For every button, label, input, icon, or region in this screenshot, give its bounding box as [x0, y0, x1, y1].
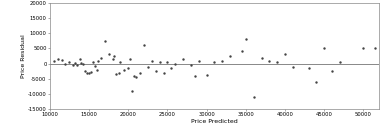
Point	[145, 66, 151, 68]
Point	[87, 71, 93, 73]
Point	[372, 47, 378, 50]
Point	[290, 66, 296, 68]
Point	[94, 69, 100, 71]
Point	[129, 90, 135, 92]
Point	[84, 72, 90, 74]
Point	[192, 75, 198, 77]
Point	[259, 56, 265, 59]
Point	[227, 55, 233, 57]
Point	[141, 44, 147, 46]
Point	[133, 76, 139, 78]
Point	[188, 64, 194, 66]
Point	[98, 56, 104, 59]
Point	[239, 50, 245, 52]
Point	[51, 60, 57, 62]
Point	[157, 61, 163, 63]
Point	[149, 60, 155, 62]
Point	[101, 40, 108, 42]
Point	[204, 74, 210, 76]
Point	[92, 65, 98, 67]
Point	[313, 81, 319, 83]
Point	[125, 67, 131, 69]
Point	[152, 70, 159, 72]
X-axis label: Price Predicted: Price Predicted	[191, 119, 238, 124]
Point	[137, 72, 143, 74]
Point	[74, 63, 80, 66]
Point	[90, 61, 96, 63]
Point	[62, 63, 69, 65]
Point	[117, 61, 123, 63]
Point	[219, 60, 225, 62]
Point	[172, 62, 178, 65]
Point	[59, 59, 65, 61]
Point	[250, 96, 257, 98]
Point	[54, 58, 61, 60]
Point	[121, 69, 128, 71]
Point	[86, 72, 92, 74]
Point	[282, 53, 288, 56]
Point	[164, 61, 170, 63]
Point	[160, 72, 167, 74]
Point	[180, 58, 186, 60]
Y-axis label: Price Residual: Price Residual	[21, 34, 26, 78]
Point	[337, 61, 343, 63]
Point	[70, 64, 76, 66]
Point	[127, 58, 133, 60]
Point	[329, 70, 335, 72]
Point	[211, 61, 218, 63]
Point	[80, 63, 86, 65]
Point	[196, 60, 202, 62]
Point	[306, 67, 312, 69]
Point	[106, 53, 112, 56]
Point	[131, 75, 137, 77]
Point	[78, 62, 84, 64]
Point	[111, 55, 117, 57]
Point	[95, 60, 101, 62]
Point	[82, 70, 88, 72]
Point	[321, 47, 327, 50]
Point	[66, 61, 72, 63]
Point	[72, 62, 78, 64]
Point	[168, 67, 174, 69]
Point	[360, 47, 367, 50]
Point	[243, 38, 249, 40]
Point	[116, 72, 122, 74]
Point	[110, 58, 116, 60]
Point	[274, 61, 280, 63]
Point	[266, 60, 272, 62]
Point	[113, 73, 119, 75]
Point	[77, 58, 83, 60]
